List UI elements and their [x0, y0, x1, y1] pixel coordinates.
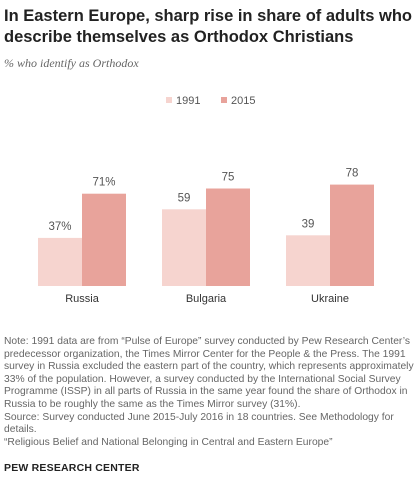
category-label-bulgaria: Bulgaria	[186, 293, 227, 305]
legend-item-2015: 2015	[221, 95, 255, 107]
bar-bulgaria-1991	[162, 209, 206, 286]
chart-title: In Eastern Europe, sharp rise in share o…	[4, 7, 413, 46]
bar-ukraine-2015	[330, 184, 374, 286]
bar-chart: 37% 71% Russia 59 75 Bulgaria 39 78 Ukraine	[38, 168, 374, 305]
source-text: Source: Survey conducted June 2015-July …	[4, 411, 394, 436]
category-label-ukraine: Ukraine	[311, 293, 349, 305]
legend-swatch-1991	[166, 97, 172, 104]
legend-swatch-2015	[221, 97, 227, 104]
chart-subtitle: % who identify as Orthodox	[4, 56, 139, 70]
data-label-ukraine-2015: 78	[346, 168, 359, 180]
data-label-bulgaria-2015: 75	[222, 172, 235, 184]
notes: Note: 1991 data are from “Pulse of Europ…	[4, 336, 416, 449]
data-label-russia-2015: 71%	[92, 177, 115, 189]
legend-label-1991: 1991	[176, 95, 201, 107]
report-title: “Religious Belief and National Belonging…	[4, 436, 333, 448]
pew-logo: PEW RESEARCH CENTER	[4, 462, 140, 474]
data-label-ukraine-1991: 39	[302, 218, 315, 230]
bar-russia-1991	[38, 237, 82, 286]
bar-russia-2015	[82, 193, 126, 286]
data-label-bulgaria-1991: 59	[178, 192, 191, 204]
bar-bulgaria-2015	[206, 188, 250, 286]
legend-label-2015: 2015	[231, 95, 256, 107]
bar-ukraine-1991	[286, 235, 330, 286]
category-label-russia: Russia	[65, 293, 100, 305]
legend-item-1991: 1991	[166, 95, 200, 107]
data-label-russia-1991: 37%	[48, 221, 71, 233]
note-text: Note: 1991 data are from “Pulse of Europ…	[4, 336, 414, 410]
